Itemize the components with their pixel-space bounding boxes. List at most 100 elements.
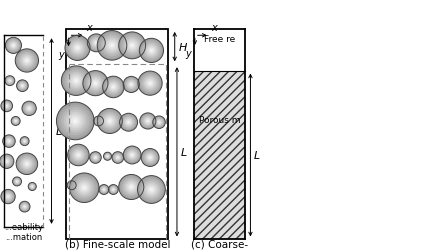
Ellipse shape (4, 159, 9, 164)
Ellipse shape (69, 146, 88, 164)
Ellipse shape (76, 152, 81, 158)
Ellipse shape (73, 177, 95, 199)
Ellipse shape (145, 152, 156, 163)
Ellipse shape (27, 107, 31, 110)
Ellipse shape (71, 184, 73, 186)
Ellipse shape (71, 75, 82, 86)
Ellipse shape (26, 59, 28, 62)
Text: Free re: Free re (204, 35, 235, 44)
Ellipse shape (64, 109, 87, 133)
Ellipse shape (28, 107, 30, 109)
Ellipse shape (126, 182, 136, 192)
Ellipse shape (71, 175, 97, 201)
Ellipse shape (73, 150, 84, 160)
Ellipse shape (107, 40, 117, 51)
Ellipse shape (92, 80, 99, 86)
Text: Porous m: Porous m (199, 116, 240, 125)
Ellipse shape (20, 157, 34, 171)
Ellipse shape (141, 114, 155, 128)
Ellipse shape (110, 44, 114, 47)
Ellipse shape (22, 205, 27, 209)
Ellipse shape (112, 86, 115, 88)
Ellipse shape (14, 179, 20, 184)
Ellipse shape (83, 71, 108, 96)
Ellipse shape (90, 37, 102, 48)
Ellipse shape (13, 118, 19, 124)
Ellipse shape (108, 119, 111, 122)
Ellipse shape (105, 79, 121, 95)
Ellipse shape (4, 136, 14, 147)
Ellipse shape (107, 155, 108, 157)
Ellipse shape (123, 76, 139, 92)
Ellipse shape (124, 37, 141, 54)
Ellipse shape (130, 153, 134, 157)
Ellipse shape (94, 82, 97, 85)
Ellipse shape (2, 101, 12, 111)
Ellipse shape (75, 178, 94, 197)
Ellipse shape (107, 156, 108, 157)
Ellipse shape (127, 121, 130, 123)
Text: (b) Fine-scale model: (b) Fine-scale model (65, 239, 170, 249)
Ellipse shape (147, 120, 149, 122)
Ellipse shape (157, 120, 161, 124)
Ellipse shape (144, 43, 159, 58)
Ellipse shape (123, 146, 141, 164)
Ellipse shape (129, 152, 135, 158)
Ellipse shape (19, 156, 35, 172)
Ellipse shape (142, 150, 158, 165)
Ellipse shape (142, 41, 160, 59)
Text: ...eability
...mation: ...eability ...mation (4, 223, 43, 242)
Ellipse shape (9, 40, 18, 50)
Ellipse shape (7, 78, 13, 84)
Ellipse shape (73, 77, 80, 84)
Ellipse shape (5, 160, 9, 163)
Ellipse shape (70, 147, 86, 163)
Ellipse shape (21, 203, 29, 211)
Ellipse shape (29, 183, 35, 190)
Ellipse shape (71, 42, 84, 54)
Ellipse shape (97, 30, 127, 60)
Ellipse shape (106, 154, 110, 158)
Ellipse shape (76, 46, 79, 49)
Ellipse shape (148, 47, 155, 53)
Ellipse shape (127, 40, 137, 50)
Ellipse shape (141, 40, 162, 61)
Ellipse shape (105, 154, 110, 159)
Ellipse shape (143, 181, 160, 198)
Ellipse shape (103, 188, 105, 191)
Ellipse shape (150, 49, 153, 52)
Ellipse shape (26, 106, 32, 111)
Ellipse shape (104, 153, 111, 160)
Ellipse shape (30, 184, 35, 189)
Ellipse shape (20, 137, 29, 146)
Ellipse shape (146, 44, 158, 56)
Ellipse shape (4, 104, 9, 108)
Ellipse shape (13, 177, 22, 186)
Ellipse shape (146, 184, 157, 195)
Ellipse shape (25, 104, 34, 113)
Ellipse shape (139, 73, 161, 94)
Ellipse shape (139, 177, 164, 202)
Ellipse shape (22, 159, 32, 169)
Ellipse shape (7, 140, 11, 143)
Ellipse shape (24, 141, 25, 142)
Ellipse shape (112, 188, 115, 191)
Ellipse shape (131, 154, 134, 156)
Ellipse shape (69, 183, 74, 187)
Ellipse shape (18, 52, 36, 69)
Ellipse shape (145, 182, 159, 197)
Ellipse shape (23, 160, 31, 168)
Ellipse shape (22, 138, 27, 144)
Ellipse shape (6, 160, 8, 162)
Ellipse shape (143, 151, 157, 164)
Ellipse shape (141, 179, 162, 200)
Text: $H$: $H$ (178, 41, 188, 53)
Ellipse shape (7, 39, 20, 51)
Ellipse shape (74, 45, 81, 51)
Text: $L$: $L$ (253, 149, 261, 161)
Ellipse shape (5, 137, 13, 145)
Ellipse shape (68, 144, 89, 166)
Ellipse shape (122, 115, 135, 129)
Ellipse shape (63, 68, 89, 93)
Ellipse shape (109, 83, 117, 91)
